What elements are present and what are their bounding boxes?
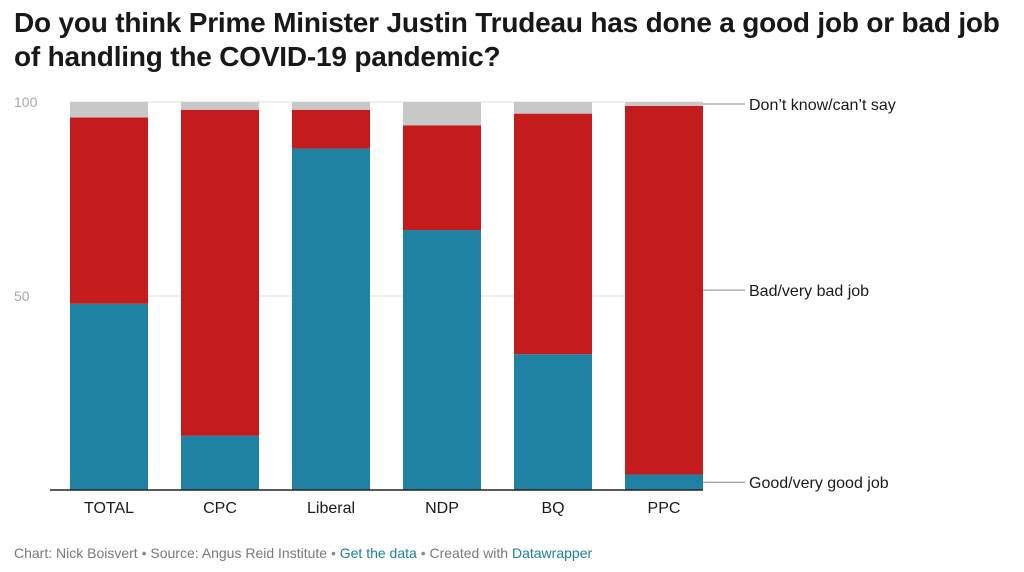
y-tick-label: 50 [14,288,30,304]
chart-title: Do you think Prime Minister Justin Trude… [14,7,1000,72]
bar-segment-dont-know [625,102,703,106]
get-the-data-link[interactable]: Get the data [339,545,417,561]
footer-separator: • [420,545,426,561]
bar-segment-bad [625,105,703,475]
created-with-text: Created with [429,545,509,561]
bar-segment-good [514,354,592,490]
series-label: Good/very good job [749,475,889,492]
x-tick-label: PPC [648,500,681,517]
credit-text: Chart: Nick Boisvert [14,545,138,561]
x-tick-label: Liberal [307,500,355,517]
gridlines [70,101,703,297]
x-tick-label: TOTAL [84,500,134,517]
bar-segment-good [403,230,481,491]
bar-segment-good [292,148,370,490]
y-tick-label: 100 [14,94,38,110]
source-text: Source: Angus Reid Institute [150,545,328,561]
x-tick-label: CPC [203,500,237,517]
series-labels: Good/very good job Bad/very bad job Don’t … [703,97,896,492]
bar-segment-dont-know [70,102,148,118]
bar-segment-good [70,303,148,490]
x-tick-label: NDP [425,500,459,517]
bar-segment-good [625,474,703,490]
series-label: Don’t know/can’t say [749,97,896,114]
bar-segment-bad [403,125,481,231]
x-tick-label: BQ [541,500,564,517]
bar-segment-bad [514,113,592,355]
bars [70,102,703,491]
bar-segment-bad [70,117,148,304]
datawrapper-link[interactable]: Datawrapper [511,545,593,561]
footer: Chart: Nick Boisvert • Source: Angus Rei… [14,545,592,561]
bar-segment-dont-know [292,102,370,110]
y-axis-ticks: 100 50 [14,94,38,304]
footer-separator: • [141,545,147,561]
footer-separator: • [330,545,336,561]
bar-segment-dont-know [181,102,259,110]
series-label: Bad/very bad job [749,283,869,300]
bar-segment-good [181,435,259,490]
bar-segment-dont-know [514,102,592,114]
bar-segment-bad [292,109,370,149]
x-axis-labels: TOTAL CPC Liberal NDP BQ PPC [84,500,681,517]
bar-segment-dont-know [403,102,481,126]
bar-segment-bad [181,109,259,436]
